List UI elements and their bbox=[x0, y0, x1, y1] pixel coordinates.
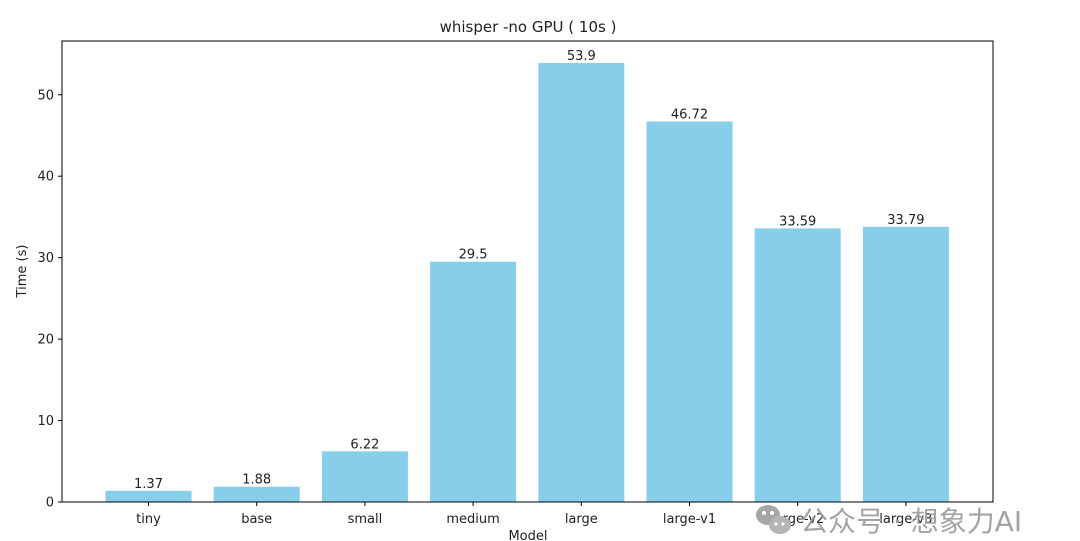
y-tick-label-0: 0 bbox=[46, 496, 54, 511]
data-label-small: 6.22 bbox=[350, 437, 379, 452]
bar-tiny bbox=[105, 490, 192, 502]
x-axis-ticks: tiny base small medium large large-v1 large-v2… bbox=[136, 502, 933, 527]
data-label-large-v2: 33.59 bbox=[779, 214, 816, 229]
y-tick-label-30: 30 bbox=[37, 251, 54, 266]
bar-large-v2 bbox=[754, 228, 841, 502]
x-tick-label-base: base bbox=[241, 512, 272, 527]
bar-large-v1 bbox=[646, 121, 733, 502]
y-axis-label: Time (s) bbox=[15, 245, 30, 299]
y-tick-label-50: 50 bbox=[37, 88, 54, 103]
data-label-large-v1: 46.72 bbox=[671, 107, 708, 122]
y-tick-label-40: 40 bbox=[37, 170, 54, 185]
x-tick-label-tiny: tiny bbox=[136, 512, 161, 527]
data-label-large-v3: 33.79 bbox=[887, 213, 924, 228]
bar-small bbox=[321, 451, 408, 502]
bar-large bbox=[538, 62, 625, 503]
chart-title: whisper -no GPU ( 10s ) bbox=[440, 18, 617, 36]
bars-layer bbox=[105, 62, 949, 503]
x-tick-label-large-v3: large-v3 bbox=[879, 512, 932, 527]
bar-medium bbox=[430, 261, 517, 502]
plot-area-frame bbox=[61, 40, 994, 503]
x-tick-label-small: small bbox=[348, 512, 383, 527]
data-label-tiny: 1.37 bbox=[134, 477, 163, 492]
x-tick-label-medium: medium bbox=[446, 512, 499, 527]
y-tick-label-10: 10 bbox=[37, 414, 54, 429]
data-labels-layer: 1.37 1.88 6.22 29.5 53.9 46.72 33.59 33.79 bbox=[134, 49, 924, 492]
data-label-medium: 29.5 bbox=[459, 248, 488, 263]
wechat-icon bbox=[756, 505, 791, 534]
x-tick-label-large: large bbox=[565, 512, 598, 527]
data-label-base: 1.88 bbox=[242, 473, 271, 488]
bar-large-v3 bbox=[862, 226, 949, 502]
watermark-text: 公众号 · 想象力AI bbox=[800, 505, 1022, 538]
watermark: 公众号 · 想象力AI bbox=[756, 505, 1022, 538]
bar-base bbox=[213, 486, 300, 502]
x-axis-label: Model bbox=[508, 529, 547, 541]
x-tick-label-large-v1: large-v1 bbox=[663, 512, 716, 527]
y-axis-ticks: 0 10 20 30 40 50 bbox=[37, 88, 62, 511]
y-tick-label-20: 20 bbox=[37, 333, 54, 348]
data-label-large: 53.9 bbox=[567, 49, 596, 64]
